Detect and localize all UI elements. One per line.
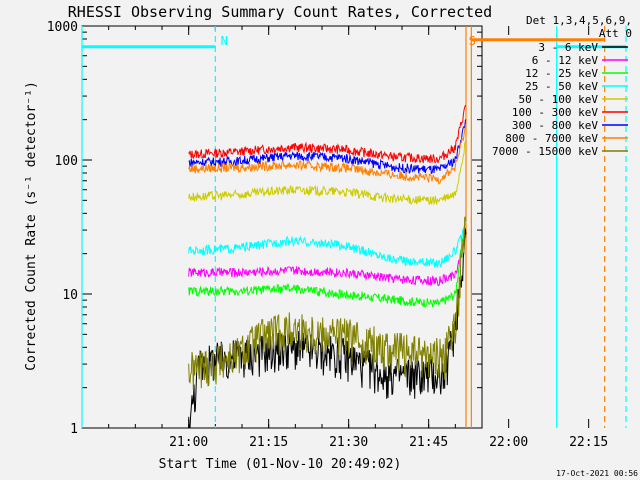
flag-label: S <box>469 34 476 48</box>
x-tick-label: 21:30 <box>329 435 368 450</box>
legend-label: 100 - 300 keV <box>512 106 598 119</box>
legend-label: 3 - 6 keV <box>538 41 598 54</box>
legend-label: 25 - 50 keV <box>525 80 598 93</box>
y-tick-label: 1 <box>70 422 78 437</box>
series-line <box>188 215 467 308</box>
legend-header: Det 1,3,4,5,6,9, <box>526 14 632 27</box>
chart-title: RHESSI Observing Summary Count Rates, Co… <box>68 3 492 21</box>
series-line <box>188 216 467 390</box>
series-line <box>188 233 467 287</box>
x-tick-label: 22:15 <box>569 435 608 450</box>
legend-header: Att 0 <box>599 27 632 40</box>
series-line <box>188 222 467 269</box>
series-line <box>188 123 467 185</box>
x-axis-label: Start Time (01-Nov-10 20:49:02) <box>159 457 402 472</box>
y-tick-label: 10 <box>62 288 78 303</box>
legend-label: 12 - 25 keV <box>525 67 598 80</box>
footer-timestamp: 17-Oct-2021 00:56 <box>556 469 638 478</box>
legend-label: 6 - 12 keV <box>532 54 599 67</box>
series-line <box>188 137 467 206</box>
legend-label: 800 - 7000 keV <box>505 132 598 145</box>
series-line <box>188 228 467 429</box>
flag-label: N <box>221 34 228 48</box>
x-tick-label: 21:15 <box>249 435 288 450</box>
x-tick-label: 21:45 <box>409 435 448 450</box>
x-tick-label: 21:00 <box>169 435 208 450</box>
legend-label: 300 - 800 keV <box>512 119 598 132</box>
series-line <box>188 104 467 164</box>
y-tick-label: 100 <box>55 154 78 169</box>
y-axis-label: Corrected Count Rate (s⁻¹ detector⁻¹) <box>24 81 39 371</box>
legend-label: 50 - 100 keV <box>519 93 599 106</box>
series-line <box>188 119 467 174</box>
legend-label: 7000 - 15000 keV <box>492 145 598 158</box>
x-tick-label: 22:00 <box>489 435 528 450</box>
y-tick-label: 1000 <box>47 20 78 35</box>
